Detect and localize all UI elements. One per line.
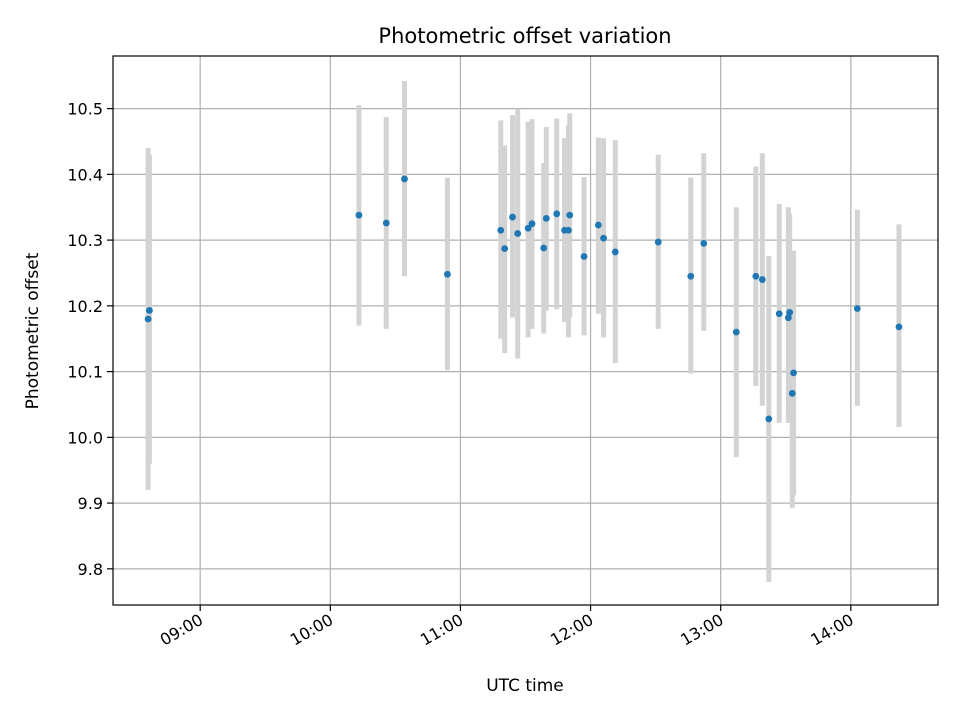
data-point xyxy=(611,248,619,256)
data-point xyxy=(355,211,363,219)
data-point xyxy=(700,239,708,247)
data-point xyxy=(528,220,536,228)
data-point xyxy=(895,323,903,331)
y-tick-label: 9.9 xyxy=(78,494,103,513)
data-point xyxy=(382,219,390,227)
data-point xyxy=(732,328,740,336)
data-point xyxy=(501,245,509,253)
data-point xyxy=(514,230,522,237)
data-point xyxy=(566,211,574,219)
y-tick-label: 10.5 xyxy=(67,100,103,119)
y-tick-label: 10.2 xyxy=(67,297,103,316)
grid xyxy=(113,56,938,605)
data-point xyxy=(553,210,561,218)
data-point xyxy=(853,305,861,312)
y-tick-label: 10.4 xyxy=(67,165,103,184)
data-point xyxy=(497,226,505,234)
data-point xyxy=(540,244,548,252)
data-point xyxy=(790,369,797,377)
data-point xyxy=(765,415,773,423)
y-axis-ticks: 9.8 9.9 10.0 10.1 10.2 10.3 10.4 10.5 xyxy=(67,100,113,579)
y-tick-label: 9.8 xyxy=(78,560,103,579)
data-point xyxy=(784,314,792,322)
data-point xyxy=(752,272,760,280)
x-axis-title: UTC time xyxy=(486,676,564,696)
y-tick-label: 10.3 xyxy=(67,231,103,250)
data-point xyxy=(146,307,153,314)
data-points xyxy=(144,175,903,423)
plot-frame xyxy=(112,55,939,606)
data-point xyxy=(144,315,152,323)
data-point xyxy=(509,213,516,221)
data-point xyxy=(758,276,766,283)
data-point xyxy=(542,214,550,222)
data-point xyxy=(565,226,572,234)
data-point xyxy=(600,234,607,242)
chart-title: Photometric offset variation xyxy=(378,24,671,48)
data-point xyxy=(654,238,662,246)
data-point xyxy=(594,221,602,229)
data-point xyxy=(788,389,796,397)
data-point xyxy=(786,309,794,316)
data-point xyxy=(524,224,532,232)
data-point xyxy=(444,270,451,278)
data-point xyxy=(687,272,695,280)
y-axis-title: Photometric offset xyxy=(23,252,43,409)
data-point xyxy=(580,253,588,260)
data-point xyxy=(401,175,408,183)
y-tick-label: 10.1 xyxy=(67,363,103,382)
data-point xyxy=(775,310,783,318)
y-tick-label: 10.0 xyxy=(67,428,103,447)
